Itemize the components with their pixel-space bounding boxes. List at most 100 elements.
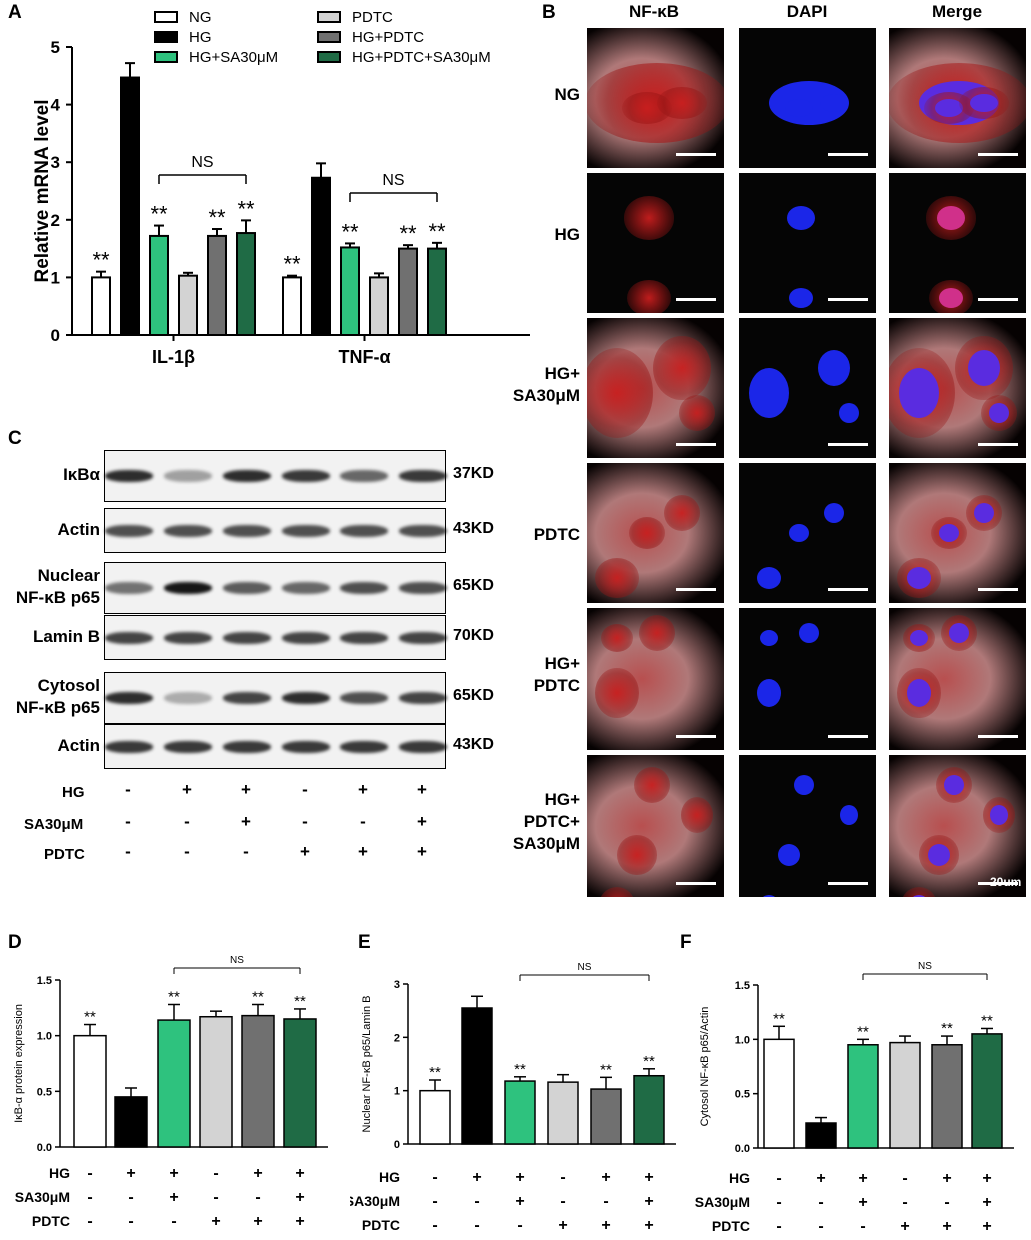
treatment-sign: +	[515, 1193, 524, 1210]
treatment-sign: +	[417, 780, 427, 799]
blot-label: Nuclear NF-κB p65	[15, 566, 100, 607]
blot-band	[223, 631, 271, 644]
blot-kd: 37KD	[453, 465, 494, 482]
treatment-sign: -	[474, 1217, 479, 1234]
blot-band	[164, 470, 212, 482]
blot-band	[282, 740, 330, 753]
blot-band	[105, 582, 153, 594]
row-label-2: HG+ SA30μM	[512, 364, 580, 405]
blot-label: Cytosol NF-κB p65	[15, 676, 100, 717]
y-tick-label: 5	[51, 38, 60, 57]
significance-mark: **	[208, 205, 226, 230]
y-tick-label: 0	[394, 1139, 400, 1151]
bar	[931, 1044, 963, 1149]
blot-band	[223, 740, 271, 753]
y-tick-label: 0	[51, 326, 60, 345]
treatment-sign: +	[816, 1170, 825, 1187]
y-tick-label: 1	[394, 1086, 400, 1098]
ns-label: NS	[230, 955, 244, 966]
scale-bar	[828, 443, 868, 446]
legend-swatch	[317, 11, 341, 23]
blot-strip	[104, 562, 447, 614]
scale-bar	[978, 443, 1018, 446]
blot-band	[164, 692, 212, 704]
blot-kd: 43KD	[453, 735, 494, 753]
treatment-sign: +	[295, 1213, 304, 1230]
treatment-label: PDTC	[362, 1217, 400, 1233]
blot-band	[164, 582, 212, 594]
treatment-sign: -	[776, 1170, 781, 1187]
y-axis-label: IκB-α protein expression	[13, 1004, 25, 1123]
treatment-sign: -	[818, 1218, 823, 1235]
treatment-label: HG	[729, 1170, 750, 1186]
legend-label: HG+SA30μM	[189, 49, 278, 66]
legend-swatch	[317, 51, 341, 63]
blot-band	[164, 524, 212, 537]
column-header-merge: Merge	[931, 2, 983, 21]
blot-band	[282, 631, 330, 644]
treatment-sign: -	[776, 1218, 781, 1235]
micrograph-3-0	[587, 463, 724, 603]
significance-mark: **	[168, 988, 180, 1005]
treatment-sign: +	[417, 842, 427, 861]
micrograph-1-0	[587, 173, 724, 313]
bar	[369, 276, 389, 336]
chart-a-mrna: 0 1 2 3 4 5 Relative mRNA level ** ** ** ** IL-1β NS…	[32, 9, 530, 367]
bar	[971, 1033, 1003, 1149]
y-tick-label: 0.0	[735, 1143, 750, 1155]
legend-label: PDTC	[352, 9, 393, 26]
treatment-sign: +	[182, 780, 192, 799]
treatment-label: PDTC	[32, 1213, 70, 1229]
treatment-sign: +	[300, 842, 310, 861]
blot-band	[105, 470, 153, 482]
panel-label-a: A	[8, 2, 22, 23]
bar	[282, 276, 302, 336]
blot-kd: 70KD	[453, 626, 494, 644]
bar	[311, 176, 331, 336]
treatment-sign: +	[417, 812, 427, 831]
blot-band	[340, 524, 388, 537]
micrograph-0-2	[889, 28, 1026, 168]
scale-bar	[828, 153, 868, 156]
micrograph-0-1	[739, 28, 876, 168]
blot-band	[340, 582, 388, 594]
row-label-1: HG	[554, 225, 581, 244]
blot-label: Actin	[57, 519, 101, 539]
bar	[73, 1034, 107, 1148]
scale-bar	[978, 153, 1018, 156]
blot-band	[282, 582, 330, 594]
ns-label: NS	[918, 961, 932, 972]
bar	[241, 1014, 275, 1148]
row-label-5: HG+ PDTC+ SA30μM	[512, 790, 580, 853]
micrograph-2-1	[739, 318, 876, 458]
legend-label: HG+PDTC	[352, 29, 424, 46]
bar	[114, 1096, 148, 1148]
bar	[633, 1074, 665, 1145]
micrograph-3-1	[739, 463, 876, 603]
significance-mark: **	[399, 221, 417, 246]
significance-mark: **	[341, 219, 359, 244]
scale-bar	[978, 882, 1018, 885]
y-tick-label: 1.5	[735, 980, 750, 992]
treatment-label: SA30μM	[695, 1194, 750, 1210]
blot-band	[105, 524, 153, 537]
row-label-3: PDTC	[533, 525, 580, 544]
legend-swatch	[317, 31, 341, 43]
micrograph-4-2	[889, 608, 1026, 750]
blot-band	[223, 524, 271, 537]
panel-label-f: F	[680, 932, 692, 953]
blot-strip	[104, 672, 447, 724]
treatment-sign: +	[295, 1165, 304, 1182]
treatment-sign: +	[900, 1218, 909, 1235]
blot-label: IκBα	[63, 465, 100, 484]
y-tick-label: 4	[51, 96, 61, 115]
y-tick-label: 2	[51, 211, 60, 230]
blot-band	[223, 582, 271, 594]
treatment-sign: -	[560, 1169, 565, 1186]
treatment-sign: -	[818, 1194, 823, 1211]
scale-bar	[676, 298, 716, 301]
treatment-sign: +	[942, 1218, 951, 1235]
treatment-sign: +	[942, 1170, 951, 1187]
bar	[340, 246, 360, 336]
treatment-sign: -	[171, 1213, 176, 1230]
